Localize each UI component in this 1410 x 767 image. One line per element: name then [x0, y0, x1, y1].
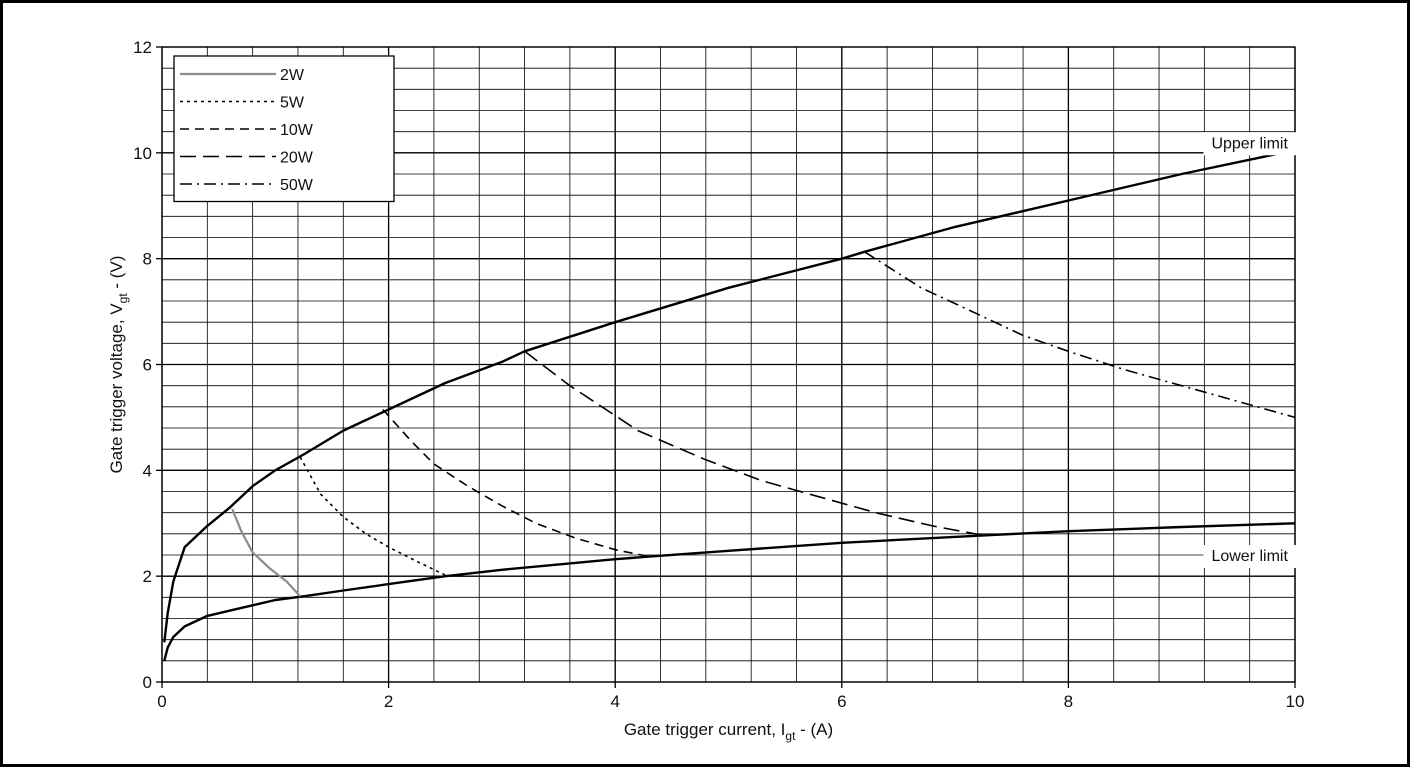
legend-label-2w: 2W [280, 67, 305, 84]
legend-label-50w: 50W [280, 177, 314, 194]
x-axis-title-main: Gate trigger current, I [624, 720, 786, 739]
x-tick-label: 8 [1064, 692, 1073, 711]
x-axis-title-tail: - (A) [795, 720, 833, 739]
y-axis-title-tail: - (V) [107, 256, 126, 294]
series-10w-line [382, 408, 650, 558]
lower-limit-curve [163, 522, 1296, 662]
x-tick-label: 10 [1286, 692, 1305, 711]
x-tick-label: 6 [837, 692, 846, 711]
legend-label-10w: 10W [280, 122, 314, 139]
legend: 2W 5W 10W 20W 50W [173, 55, 395, 203]
y-axis-title-main: Gate trigger voltage, V [107, 303, 126, 474]
y-tick-label: 8 [143, 250, 152, 269]
y-tick-label: 4 [143, 461, 152, 480]
lower-limit-label: Lower limit [1211, 548, 1288, 565]
y-axis-title-sub: gt [116, 293, 130, 304]
y-tick-label: 12 [133, 38, 152, 57]
upper-limit-label: Upper limit [1211, 135, 1288, 152]
y-tick-label: 0 [143, 673, 152, 692]
y-tick-label: 6 [143, 356, 152, 375]
y-tick-label: 10 [133, 144, 152, 163]
y-axis-ticks: 0 2 4 6 8 10 12 [133, 38, 162, 692]
x-tick-label: 4 [610, 692, 619, 711]
series-2w-line [231, 508, 302, 598]
x-tick-label: 0 [157, 692, 166, 711]
lower-limit-label-background [1203, 545, 1297, 568]
x-axis-ticks: 0 2 4 6 8 10 [157, 682, 1304, 711]
upper-limit-curve [163, 149, 1296, 643]
series-50w-line [864, 251, 1296, 419]
legend-label-5w: 5W [280, 95, 305, 112]
x-axis-title-sub: gt [785, 729, 796, 743]
limit-curves [163, 149, 1296, 662]
series-20w-line [524, 350, 984, 537]
upper-limit-label-background [1203, 132, 1297, 156]
x-axis-title: Gate trigger current, Igt - (A) [624, 720, 833, 743]
limit-annotations: Upper limit Lower limit [1203, 132, 1297, 568]
y-tick-label: 2 [143, 567, 152, 586]
x-tick-label: 2 [384, 692, 393, 711]
y-axis-title: Gate trigger voltage, Vgt - (V) [107, 256, 130, 474]
power-curves [231, 251, 1296, 598]
legend-label-20w: 20W [280, 150, 314, 167]
series-5w-line [299, 456, 446, 576]
